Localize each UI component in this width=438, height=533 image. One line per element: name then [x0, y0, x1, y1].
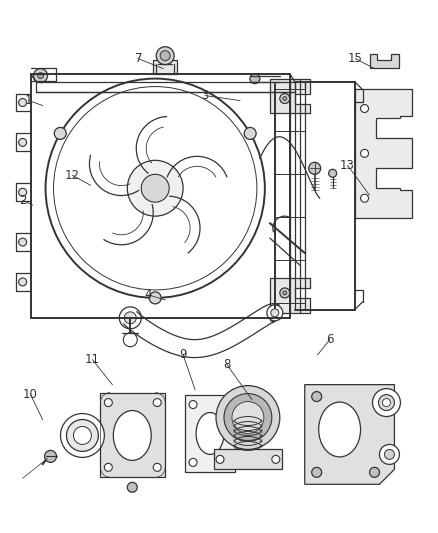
Circle shape	[19, 278, 27, 286]
Text: 10: 10	[23, 388, 38, 401]
Circle shape	[360, 149, 368, 157]
Circle shape	[19, 238, 27, 246]
Text: 12: 12	[65, 169, 80, 182]
Ellipse shape	[113, 410, 151, 461]
Circle shape	[216, 385, 280, 449]
Circle shape	[312, 392, 321, 401]
Circle shape	[283, 96, 287, 101]
Circle shape	[74, 426, 92, 445]
Circle shape	[382, 399, 390, 407]
Circle shape	[232, 401, 264, 433]
Circle shape	[271, 309, 279, 317]
Circle shape	[379, 445, 399, 464]
Circle shape	[119, 307, 141, 329]
Circle shape	[216, 455, 224, 463]
Circle shape	[372, 389, 400, 416]
Polygon shape	[185, 394, 235, 472]
Circle shape	[267, 305, 283, 321]
Circle shape	[370, 467, 379, 478]
Circle shape	[19, 99, 27, 107]
Circle shape	[153, 399, 161, 407]
Circle shape	[223, 401, 231, 409]
Circle shape	[189, 401, 197, 409]
Text: 2: 2	[19, 193, 26, 207]
Circle shape	[160, 51, 170, 61]
Circle shape	[244, 127, 256, 140]
Circle shape	[149, 292, 161, 304]
Circle shape	[309, 163, 321, 174]
Bar	[153, 60, 177, 74]
Circle shape	[38, 72, 43, 78]
Circle shape	[124, 312, 136, 324]
Text: 15: 15	[348, 52, 363, 65]
Circle shape	[312, 467, 321, 478]
Circle shape	[67, 419, 99, 451]
Polygon shape	[100, 393, 165, 478]
Circle shape	[223, 458, 231, 466]
Polygon shape	[270, 278, 310, 313]
Circle shape	[45, 450, 57, 462]
Circle shape	[104, 399, 112, 407]
Circle shape	[141, 174, 169, 202]
Circle shape	[156, 47, 174, 64]
Circle shape	[54, 127, 66, 140]
Polygon shape	[355, 88, 413, 218]
Text: 3: 3	[201, 89, 209, 102]
Circle shape	[19, 188, 27, 196]
Circle shape	[46, 78, 265, 298]
Polygon shape	[305, 385, 395, 484]
Polygon shape	[214, 449, 282, 470]
Circle shape	[280, 94, 290, 103]
Circle shape	[250, 74, 260, 84]
Text: 8: 8	[223, 358, 231, 371]
Circle shape	[19, 139, 27, 147]
Text: 11: 11	[85, 353, 100, 366]
Circle shape	[272, 455, 280, 463]
Circle shape	[34, 69, 48, 83]
Text: 1: 1	[25, 94, 32, 107]
Ellipse shape	[319, 402, 360, 457]
Circle shape	[127, 160, 183, 216]
Circle shape	[283, 291, 287, 295]
Text: 7: 7	[134, 52, 142, 65]
Polygon shape	[270, 78, 310, 114]
Circle shape	[328, 169, 337, 177]
Circle shape	[124, 333, 137, 347]
Circle shape	[60, 414, 104, 457]
Polygon shape	[370, 54, 399, 68]
Ellipse shape	[196, 413, 224, 455]
Circle shape	[280, 288, 290, 298]
Circle shape	[127, 482, 137, 492]
Circle shape	[360, 194, 368, 202]
Circle shape	[360, 104, 368, 112]
Circle shape	[104, 463, 112, 471]
Circle shape	[378, 394, 395, 410]
Circle shape	[224, 393, 272, 441]
Circle shape	[153, 463, 161, 471]
Circle shape	[189, 458, 197, 466]
Text: 4: 4	[145, 288, 152, 301]
Circle shape	[385, 449, 395, 459]
Text: 9: 9	[180, 348, 187, 361]
Text: 13: 13	[340, 159, 355, 172]
Text: 6: 6	[326, 333, 333, 346]
